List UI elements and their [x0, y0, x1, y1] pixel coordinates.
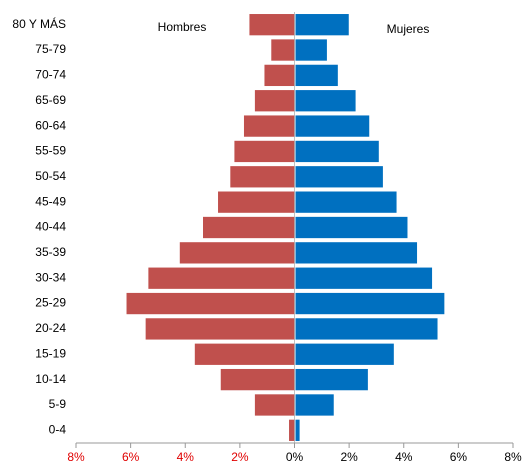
bar	[295, 14, 349, 36]
x-tick-label: 0%	[286, 450, 304, 462]
bar	[234, 140, 295, 163]
y-tick-label: 50-54	[35, 169, 66, 183]
bar	[254, 394, 295, 416]
x-tick-label: 6%	[122, 450, 140, 462]
y-tick-label: 75-79	[35, 42, 66, 56]
bar	[295, 191, 397, 213]
y-tick-label: 40-44	[35, 220, 66, 234]
y-tick-label: 0-4	[49, 422, 67, 436]
bar	[220, 368, 295, 391]
bar	[295, 343, 394, 365]
y-tick-label: 55-59	[35, 144, 66, 158]
x-tick-label: 2%	[231, 450, 249, 462]
bar	[271, 39, 295, 61]
y-tick-label: 65-69	[35, 93, 66, 107]
bar	[126, 292, 295, 315]
x-tick-label: 4%	[177, 450, 195, 462]
y-tick-label: 20-24	[35, 321, 66, 335]
bar	[295, 318, 438, 340]
y-tick-label: 80 Y MÁS	[12, 16, 66, 31]
bar	[148, 267, 295, 289]
bar	[145, 318, 295, 340]
bar	[295, 39, 327, 61]
y-tick-label: 60-64	[35, 118, 66, 132]
y-tick-label: 10-14	[35, 372, 66, 386]
bar	[243, 115, 295, 137]
x-tick-label: 8%	[504, 450, 522, 462]
bar	[295, 368, 368, 391]
x-tick-label: 6%	[450, 450, 468, 462]
bar	[218, 191, 295, 213]
bar	[295, 64, 338, 87]
bar	[295, 267, 433, 289]
bar	[264, 64, 295, 87]
bar	[289, 419, 295, 441]
bar	[194, 343, 295, 365]
y-tick-label: 35-39	[35, 245, 66, 259]
bar	[254, 90, 295, 112]
bar	[295, 115, 370, 137]
bar	[295, 140, 379, 163]
y-tick-label: 15-19	[35, 346, 66, 360]
bar	[179, 242, 295, 264]
bar	[295, 394, 334, 416]
y-tick-label: 70-74	[35, 68, 66, 82]
bar	[230, 166, 295, 188]
y-tick-label: 45-49	[35, 194, 66, 208]
bar	[203, 216, 295, 239]
x-tick-label: 4%	[395, 450, 413, 462]
bar	[295, 242, 418, 264]
bar	[295, 216, 408, 239]
y-tick-label: 30-34	[35, 270, 66, 284]
x-tick-label: 8%	[67, 450, 85, 462]
bar	[295, 292, 445, 315]
y-tick-label: 25-29	[35, 296, 66, 310]
bar	[249, 14, 295, 36]
x-tick-label: 2%	[340, 450, 358, 462]
legend-label: Mujeres	[387, 22, 430, 36]
bar	[295, 166, 383, 188]
bar	[295, 419, 300, 441]
y-tick-label: 5-9	[49, 397, 67, 411]
legend-label: Hombres	[158, 20, 207, 34]
bar	[295, 90, 356, 112]
